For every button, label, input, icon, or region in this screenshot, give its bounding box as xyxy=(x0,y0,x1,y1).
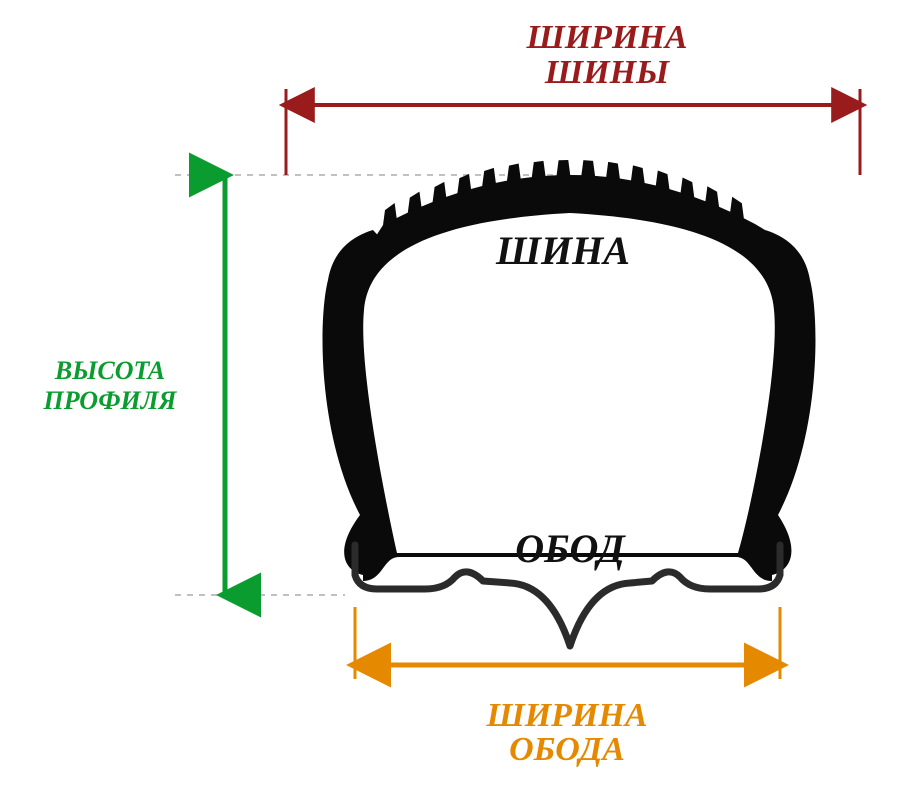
rim-width-label-line2: ОБОДА xyxy=(509,731,625,768)
profile-height-label-line2: ПРОФИЛЯ xyxy=(43,386,178,415)
tire-cross-section-diagram: ШИРИНА ШИНЫ ВЫСОТА ПРОФИЛЯ ШИРИНА ОБОДА … xyxy=(0,0,900,792)
profile-height-label-line1: ВЫСОТА xyxy=(54,356,165,385)
tire-part-label: ШИНА xyxy=(495,228,630,273)
rim-width-label-line1: ШИРИНА xyxy=(485,697,647,734)
tire-width-label-line1: ШИРИНА xyxy=(525,19,687,56)
tire-width-label-line2: ШИНЫ xyxy=(544,54,670,91)
tire-cross-section xyxy=(323,160,816,581)
rim-part-label: ОБОД xyxy=(515,526,626,571)
